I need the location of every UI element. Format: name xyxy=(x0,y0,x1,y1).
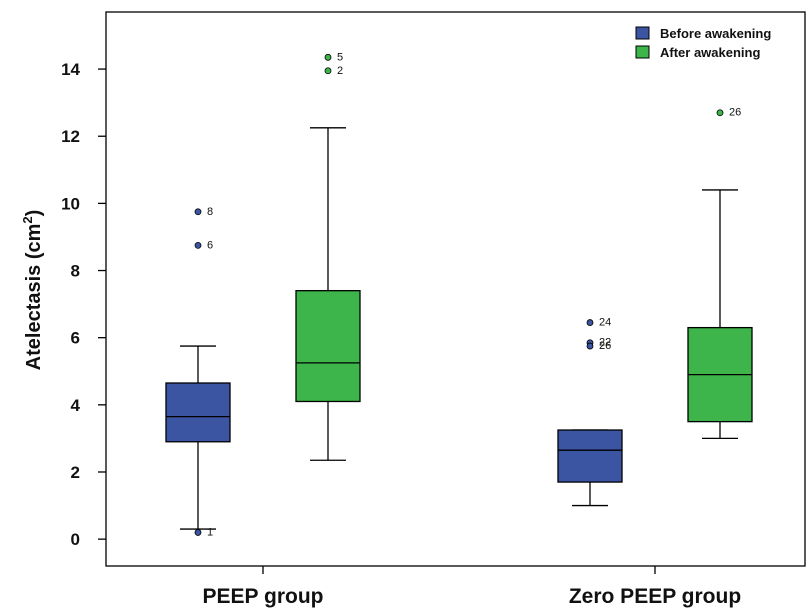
outlier-label: 24 xyxy=(599,317,611,329)
y-axis: 0 2 4 6 8 10 12 14 xyxy=(61,60,106,549)
outlier-label: 5 xyxy=(337,51,343,63)
x-axis: PEEP group Zero PEEP group xyxy=(203,566,741,608)
box-group: 26 xyxy=(687,107,753,440)
y-tick-label: 6 xyxy=(71,329,80,348)
legend: Before awakening After awakening xyxy=(635,26,771,60)
outlier-point xyxy=(194,208,202,216)
y-tick-label: 2 xyxy=(71,463,80,482)
y-tick-label: 10 xyxy=(61,194,80,213)
x-category-label: Zero PEEP group xyxy=(569,585,741,608)
y-axis-label: Atelectasis (cm2) xyxy=(20,210,45,371)
y-tick-label: 12 xyxy=(61,127,80,146)
y-tick-label: 14 xyxy=(61,60,80,79)
legend-label-after: After awakening xyxy=(660,45,760,60)
outlier-label: 26 xyxy=(729,107,741,119)
y-axis-label-close: ) xyxy=(23,210,45,217)
outlier-label: 2 xyxy=(337,65,343,77)
outlier-point xyxy=(716,109,724,117)
y-tick-label: 0 xyxy=(71,530,80,549)
box xyxy=(295,290,361,403)
outlier-point xyxy=(324,53,332,61)
legend-swatch-before xyxy=(635,26,650,40)
outlier-label: 22 xyxy=(599,337,611,349)
legend-label-before: Before awakening xyxy=(660,26,771,41)
outlier-label: 6 xyxy=(207,239,213,251)
box xyxy=(557,429,623,483)
box xyxy=(165,382,231,443)
outlier-point xyxy=(586,342,594,350)
box-group: 52 xyxy=(295,51,361,461)
plot-frame xyxy=(105,11,806,567)
y-axis-label-main: Atelectasis (cm xyxy=(23,224,45,371)
y-tick-label: 4 xyxy=(71,396,81,415)
y-tick-label: 8 xyxy=(71,262,80,281)
outlier-point xyxy=(194,529,202,536)
x-category-label: PEEP group xyxy=(203,585,324,608)
y-axis-label-sup: 2 xyxy=(20,216,35,223)
outlier-point xyxy=(324,67,332,75)
outlier-label: 8 xyxy=(207,206,213,218)
outlier-point xyxy=(194,241,202,249)
legend-swatch-after xyxy=(635,45,650,59)
box-group: 8 6 1 xyxy=(165,206,231,538)
outlier-label: 26 xyxy=(599,340,611,352)
outlier-label: 1 xyxy=(207,526,213,538)
outlier-point xyxy=(586,319,594,326)
